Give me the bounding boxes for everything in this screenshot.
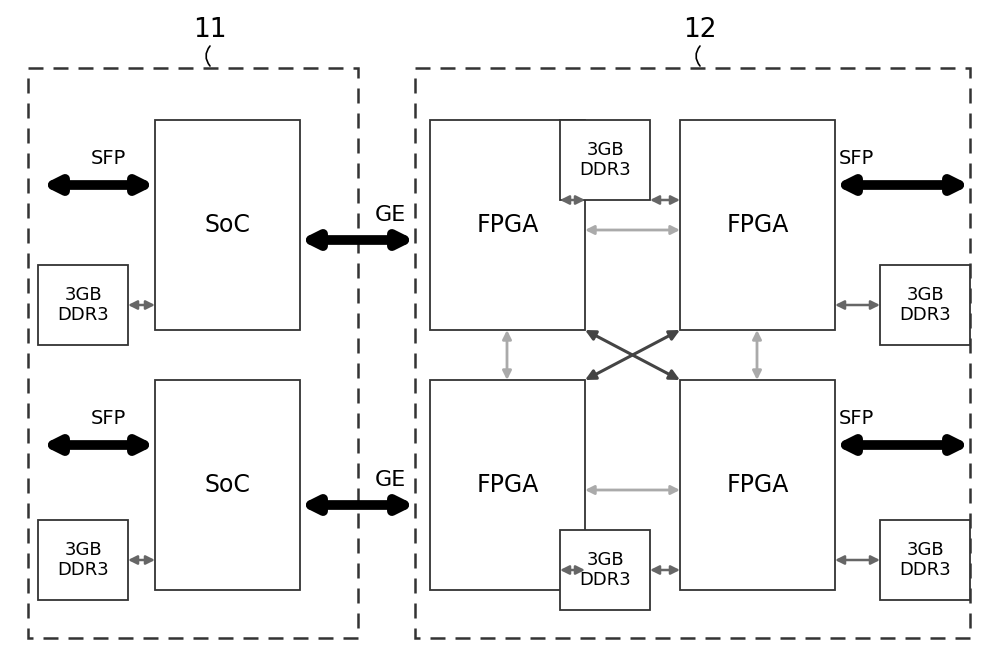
Bar	[560, 530, 650, 610]
Text: SFP: SFP	[838, 409, 874, 427]
Text: 3GB
DDR3: 3GB DDR3	[899, 541, 951, 580]
Bar	[680, 380, 835, 590]
Text: SoC: SoC	[205, 213, 250, 237]
Text: GE: GE	[374, 470, 406, 490]
Text: SoC: SoC	[205, 473, 250, 497]
Text: FPGA: FPGA	[726, 473, 789, 497]
Text: FPGA: FPGA	[726, 213, 789, 237]
Text: SFP: SFP	[90, 409, 126, 427]
Text: 3GB
DDR3: 3GB DDR3	[57, 285, 109, 324]
Text: 12: 12	[683, 17, 717, 43]
Bar	[680, 120, 835, 330]
Text: 3GB
DDR3: 3GB DDR3	[57, 541, 109, 580]
Text: SFP: SFP	[90, 149, 126, 168]
Bar	[28, 68, 358, 638]
Bar	[430, 380, 585, 590]
Text: 3GB
DDR3: 3GB DDR3	[579, 551, 631, 590]
Bar	[560, 120, 650, 200]
Bar	[880, 520, 970, 600]
Bar	[38, 520, 128, 600]
Bar	[155, 380, 300, 590]
Bar	[38, 265, 128, 345]
Text: FPGA: FPGA	[476, 473, 539, 497]
Text: FPGA: FPGA	[476, 213, 539, 237]
Bar	[880, 265, 970, 345]
Text: 11: 11	[193, 17, 227, 43]
Bar	[415, 68, 970, 638]
Bar	[155, 120, 300, 330]
Text: 3GB
DDR3: 3GB DDR3	[579, 141, 631, 180]
Bar	[430, 120, 585, 330]
Text: GE: GE	[374, 205, 406, 225]
Text: 3GB
DDR3: 3GB DDR3	[899, 285, 951, 324]
Text: SFP: SFP	[838, 149, 874, 168]
